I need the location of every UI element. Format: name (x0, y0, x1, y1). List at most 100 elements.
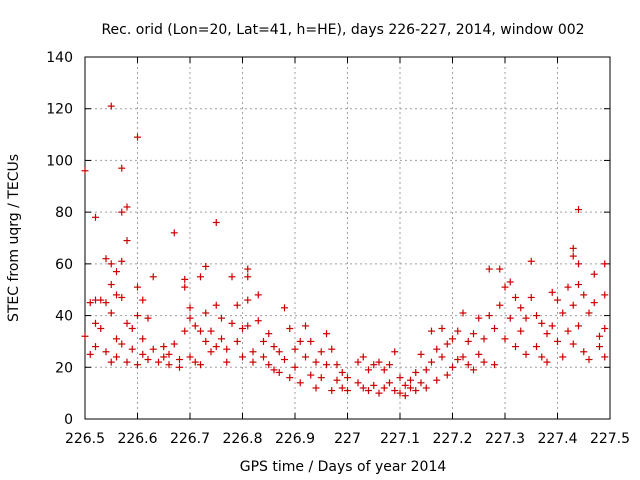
x-tick-label: 227.4 (537, 431, 577, 447)
data-point (312, 384, 320, 392)
data-point (412, 368, 420, 376)
data-point (338, 368, 346, 376)
data-point (370, 361, 378, 369)
data-point (433, 376, 441, 384)
data-point (401, 392, 409, 400)
data-point (533, 312, 540, 320)
data-point (470, 366, 477, 374)
data-point (270, 343, 278, 351)
data-point (512, 293, 519, 301)
data-point (139, 335, 147, 343)
data-point (417, 379, 425, 387)
data-point (302, 353, 309, 361)
data-point (128, 325, 136, 332)
data-point (323, 330, 330, 338)
data-point (359, 384, 367, 392)
data-point (181, 327, 189, 335)
data-point (118, 293, 126, 301)
data-point (202, 337, 210, 345)
data-point (176, 363, 183, 371)
data-point (139, 296, 147, 304)
data-point (491, 325, 498, 332)
data-point (480, 358, 488, 366)
data-point (286, 374, 294, 382)
data-point (585, 309, 593, 317)
data-point (438, 325, 446, 332)
data-point (596, 343, 603, 351)
data-point (218, 335, 225, 343)
data-point (134, 312, 141, 320)
data-point (501, 283, 509, 291)
data-point (506, 314, 514, 322)
data-point (170, 340, 178, 348)
data-point (533, 343, 540, 351)
x-tick-label: 227.5 (590, 431, 630, 447)
data-point (202, 262, 210, 270)
data-point (480, 335, 488, 343)
data-point (134, 283, 141, 291)
data-point (144, 314, 152, 322)
data-point (165, 361, 173, 369)
data-point (296, 379, 304, 387)
data-points (81, 102, 609, 400)
data-point (139, 350, 147, 358)
data-point (197, 327, 204, 335)
data-point (417, 350, 425, 358)
data-point (459, 353, 467, 361)
data-point (554, 296, 561, 304)
data-point (485, 265, 493, 273)
data-point (569, 340, 577, 348)
data-point (128, 345, 136, 353)
data-point (428, 358, 435, 366)
data-point (212, 343, 220, 351)
data-point (575, 281, 582, 289)
data-point (176, 356, 183, 364)
data-point (186, 353, 194, 361)
data-point (317, 374, 325, 382)
data-point (197, 273, 204, 281)
plot-frame (84, 56, 611, 420)
data-point (590, 270, 598, 278)
data-point (123, 358, 131, 366)
y-tick-label: 60 (55, 257, 73, 273)
data-point (464, 361, 472, 369)
data-point (207, 348, 215, 356)
x-tick-labels: 226.5 226.6 226.7 226.8 226.9 227 227.1 227.2 22… (65, 431, 630, 447)
data-point (296, 337, 304, 345)
data-point (391, 387, 399, 395)
x-tick-label: 227.3 (485, 431, 525, 447)
y-tick-label: 20 (55, 360, 73, 376)
data-point (118, 257, 126, 265)
data-point (281, 304, 288, 312)
data-point (575, 206, 582, 214)
data-point (396, 374, 404, 382)
data-point (344, 374, 351, 382)
data-point (543, 330, 551, 338)
data-point (601, 325, 609, 332)
data-point (391, 348, 399, 356)
data-point (454, 327, 462, 335)
data-point (165, 350, 173, 358)
data-point (569, 244, 577, 252)
data-point (485, 312, 493, 320)
data-point (191, 358, 199, 366)
data-point (228, 319, 236, 327)
data-point (569, 301, 577, 309)
data-point (443, 340, 451, 348)
x-tick-label: 227.2 (432, 431, 472, 447)
data-point (118, 164, 126, 172)
x-tick-label: 226.6 (117, 431, 157, 447)
data-point (496, 301, 504, 309)
data-point (107, 309, 115, 317)
data-point (307, 371, 315, 379)
data-point (464, 337, 472, 345)
data-point (239, 353, 246, 361)
data-point (233, 301, 241, 309)
data-point (202, 309, 210, 317)
data-point (428, 327, 435, 335)
data-point (365, 387, 372, 395)
y-tick-label: 80 (55, 205, 73, 221)
data-point (86, 299, 94, 307)
grid-lines (85, 57, 610, 419)
